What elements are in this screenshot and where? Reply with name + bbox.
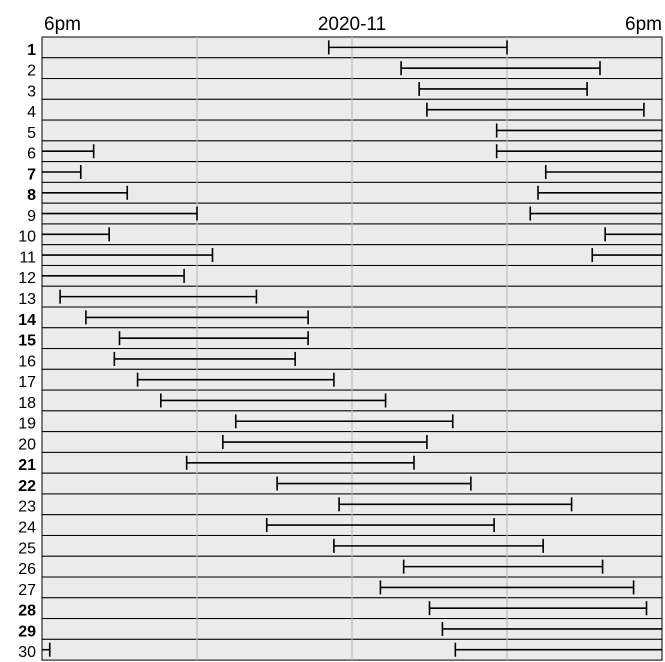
- interval-day-3-1: [418, 81, 588, 96]
- day-label-7: 7: [27, 166, 36, 183]
- interval-day-14-1: [85, 310, 309, 325]
- day-label-1: 1: [27, 42, 36, 59]
- interval-day-28-1: [428, 601, 648, 616]
- interval-day-8-1: [42, 185, 129, 200]
- interval-day-9-2: [529, 206, 662, 221]
- interval-segments: [42, 40, 662, 657]
- grid-lines: [196, 37, 508, 661]
- day-label-27: 27: [18, 582, 36, 599]
- day-label-14: 14: [18, 312, 36, 329]
- interval-day-30-1: [42, 642, 51, 657]
- day-label-2: 2: [27, 63, 36, 80]
- day-label-3: 3: [27, 83, 36, 100]
- interval-day-12-1: [42, 268, 185, 283]
- x-axis-top: 6pm 2020-11 6pm: [44, 14, 662, 35]
- interval-day-30-2: [454, 642, 662, 657]
- x-tick-label-left: 6pm: [44, 14, 81, 35]
- interval-day-22-1: [276, 476, 472, 491]
- interval-day-2-1: [400, 61, 601, 76]
- day-label-18: 18: [18, 395, 36, 412]
- day-label-8: 8: [27, 187, 36, 204]
- interval-day-27-1: [379, 580, 635, 595]
- day-label-23: 23: [18, 499, 36, 516]
- day-label-9: 9: [27, 208, 36, 225]
- day-label-25: 25: [18, 540, 36, 557]
- interval-day-15-1: [118, 331, 309, 346]
- day-label-30: 30: [18, 644, 36, 661]
- interval-day-10-2: [604, 227, 662, 242]
- interval-day-7-1: [42, 165, 82, 180]
- day-label-13: 13: [18, 291, 36, 308]
- interval-day-17-1: [136, 372, 335, 387]
- interval-day-9-1: [42, 206, 198, 221]
- interval-day-29-1: [441, 621, 662, 636]
- interval-day-21-1: [185, 455, 415, 470]
- day-label-6: 6: [27, 146, 36, 163]
- day-label-17: 17: [18, 374, 36, 391]
- day-label-29: 29: [18, 623, 36, 640]
- day-label-5: 5: [27, 125, 36, 142]
- day-label-24: 24: [18, 519, 36, 536]
- day-label-22: 22: [18, 478, 36, 495]
- interval-day-18-1: [160, 393, 387, 408]
- interval-day-24-1: [265, 518, 495, 533]
- day-label-11: 11: [19, 249, 36, 266]
- interval-day-16-1: [113, 351, 296, 366]
- interval-day-6-1: [42, 144, 95, 159]
- interval-day-1-1: [327, 40, 508, 55]
- x-tick-label-center: 2020-11: [318, 14, 386, 35]
- interval-day-19-1: [234, 414, 454, 429]
- day-label-26: 26: [18, 561, 36, 578]
- interval-day-6-2: [495, 144, 662, 159]
- day-label-12: 12: [18, 270, 36, 287]
- day-label-4: 4: [27, 104, 36, 121]
- day-label-21: 21: [18, 457, 36, 474]
- interval-day-25-1: [333, 538, 544, 553]
- interval-day-11-2: [591, 248, 662, 263]
- day-labels: 1234567891011121314151617181920212223242…: [18, 42, 36, 661]
- interval-day-7-2: [544, 165, 662, 180]
- interval-day-10-1: [42, 227, 110, 242]
- interval-day-26-1: [402, 559, 604, 574]
- interval-day-11-1: [42, 248, 214, 263]
- day-label-19: 19: [18, 416, 36, 433]
- interval-day-5-1: [495, 123, 662, 138]
- interval-day-8-2: [537, 185, 662, 200]
- day-label-20: 20: [18, 436, 36, 453]
- day-label-16: 16: [18, 353, 36, 370]
- day-label-28: 28: [18, 603, 36, 620]
- interval-day-4-1: [426, 102, 645, 117]
- x-tick-label-right: 6pm: [625, 14, 662, 35]
- day-label-15: 15: [18, 333, 36, 350]
- interval-day-23-1: [338, 497, 573, 512]
- interval-day-13-1: [59, 289, 258, 304]
- day-label-10: 10: [18, 229, 36, 246]
- interval-day-20-1: [222, 435, 428, 450]
